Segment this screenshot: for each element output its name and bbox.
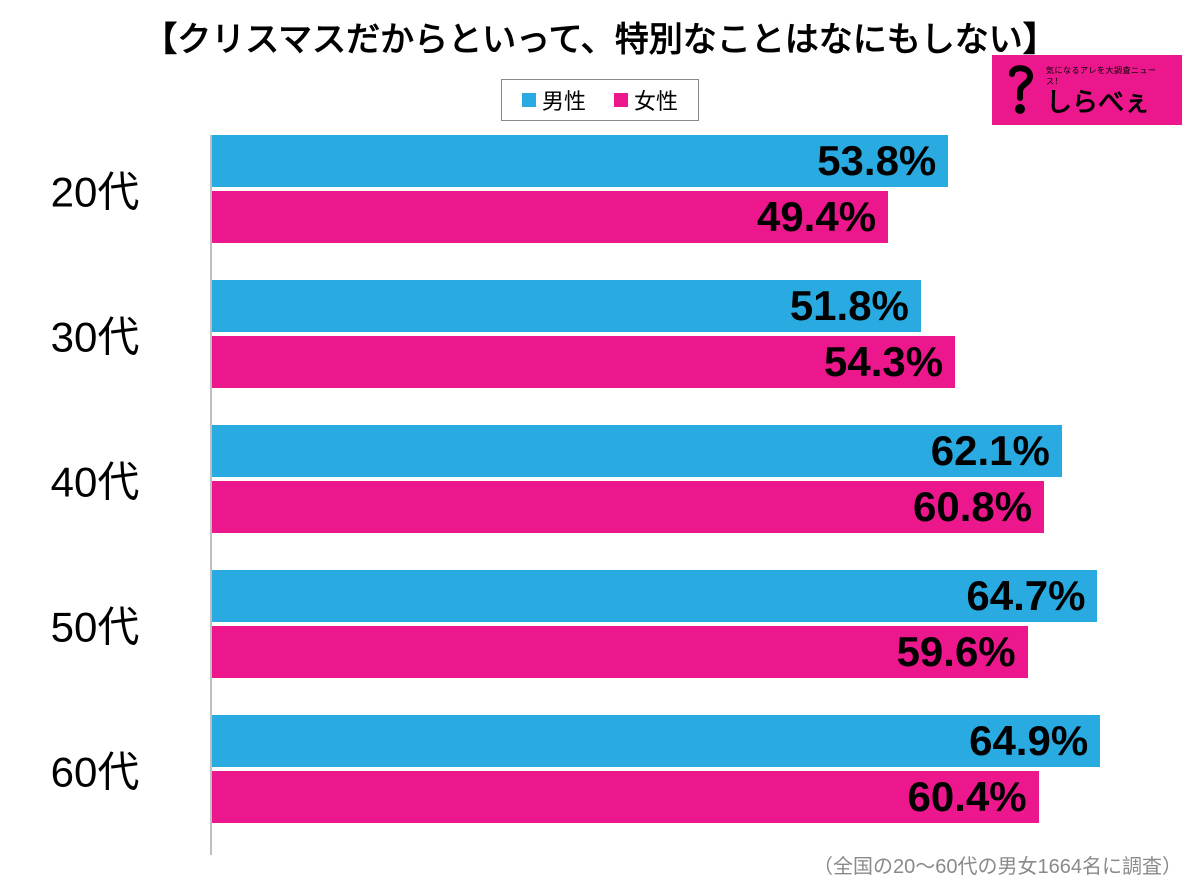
legend-item-male: 男性 [522,84,586,116]
category-label: 20代 [0,159,190,220]
bars-container: 64.7% 59.6% [212,570,1170,678]
legend-swatch-female [614,93,628,107]
legend-label-female: 女性 [634,84,678,116]
bar: 64.9% [212,715,1100,767]
bar-value: 59.6% [897,628,1016,676]
bar: 60.4% [212,771,1039,823]
bar-group: 40代 62.1% 60.8% [0,425,1200,533]
bar: 54.3% [212,336,955,388]
chart-title: 【クリスマスだからといって、特別なことはなにもしない】 [0,0,1200,61]
legend: 男性 女性 [501,79,699,121]
bar-value: 54.3% [824,338,943,386]
category-label: 40代 [0,449,190,510]
bar-value: 49.4% [757,193,876,241]
brand-text: 気になるアレを大調査ニュース！ しらべぇ [1046,65,1172,115]
category-label: 60代 [0,739,190,800]
bar: 51.8% [212,280,921,332]
bar: 53.8% [212,135,948,187]
bar: 59.6% [212,626,1028,678]
bar: 60.8% [212,481,1044,533]
category-label: 30代 [0,304,190,365]
bar-value: 60.8% [913,483,1032,531]
footnote: （全国の20〜60代の男女1664名に調査） [813,850,1182,879]
bars-container: 53.8% 49.4% [212,135,1170,243]
bar-value: 64.9% [969,717,1088,765]
bar-group: 60代 64.9% 60.4% [0,715,1200,823]
legend-item-female: 女性 [614,84,678,116]
bar-value: 60.4% [908,773,1027,821]
legend-swatch-male [522,93,536,107]
brand-subtext: 気になるアレを大調査ニュース！ [1046,65,1172,87]
bar-group: 50代 64.7% 59.6% [0,570,1200,678]
bar-value: 53.8% [817,137,936,185]
bar-group: 30代 51.8% 54.3% [0,280,1200,388]
bar-value: 62.1% [931,427,1050,475]
bars-container: 51.8% 54.3% [212,280,1170,388]
bars-container: 64.9% 60.4% [212,715,1170,823]
brand-main-text: しらべぇ [1046,89,1150,115]
bar-group: 20代 53.8% 49.4% [0,135,1200,243]
bar: 62.1% [212,425,1062,477]
legend-label-male: 男性 [542,84,586,116]
question-mark-icon [1002,64,1038,116]
bar: 49.4% [212,191,888,243]
bar-chart: 20代 53.8% 49.4% 30代 51.8% 54.3% 40代 62.1% 60.8% 5… [0,135,1200,855]
bars-container: 62.1% 60.8% [212,425,1170,533]
bar-value: 51.8% [790,282,909,330]
bar: 64.7% [212,570,1097,622]
category-label: 50代 [0,594,190,655]
bar-value: 64.7% [966,572,1085,620]
brand-logo: 気になるアレを大調査ニュース！ しらべぇ [992,55,1182,125]
